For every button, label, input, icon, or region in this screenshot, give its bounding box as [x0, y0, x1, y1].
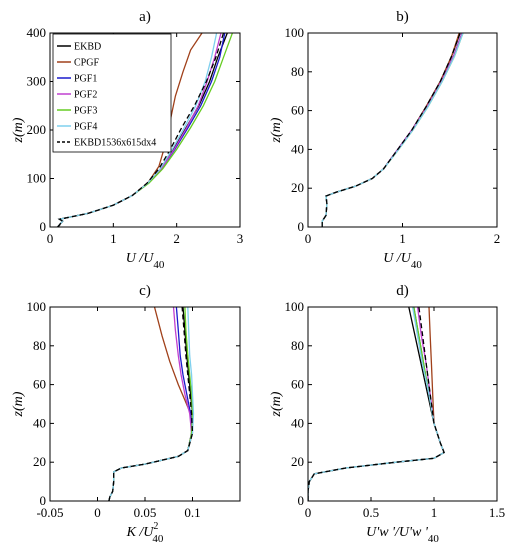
- axes-frame: [49, 306, 241, 502]
- plot-area: [57, 33, 234, 227]
- legend-box: [52, 33, 172, 153]
- series-line-pgf4: [321, 33, 464, 227]
- x-tick-label: 0.1: [184, 505, 200, 520]
- y-axis-label: z(m): [269, 391, 284, 417]
- series-line-pgf4: [108, 307, 195, 501]
- legend-label: PGF2: [74, 90, 97, 101]
- series-line-pgf3: [308, 307, 445, 501]
- panel-label: d): [396, 283, 409, 299]
- series-line-pgf1: [308, 307, 445, 501]
- series-line-ekbd: [108, 307, 194, 501]
- legend-label: EKBD: [74, 42, 101, 53]
- y-tick-label: 100: [27, 171, 47, 186]
- y-tick-label: 40: [33, 415, 46, 430]
- plot-area: [308, 307, 445, 501]
- y-tick-label: 60: [33, 377, 46, 392]
- plot-area: [321, 33, 464, 227]
- panel-label: c): [139, 283, 151, 299]
- y-tick-label: 40: [291, 141, 304, 156]
- legend-label: PGF1: [74, 74, 97, 85]
- x-axis-label: U /U40: [383, 251, 422, 271]
- series-line-ekbd: [321, 33, 461, 227]
- x-tick-label: 0: [305, 505, 312, 520]
- y-tick-label: 80: [291, 64, 304, 79]
- axes-frame: [307, 306, 498, 502]
- x-tick-label: 0.5: [363, 505, 379, 520]
- series-line-pgf1: [108, 307, 193, 501]
- series-line-ekbd1536x615dx4: [321, 33, 461, 227]
- series-line-ekbd1536x615dx4: [308, 307, 445, 501]
- y-tick-label: 60: [291, 103, 304, 118]
- y-tick-label: 100: [27, 299, 47, 314]
- panel-label: a): [139, 9, 151, 25]
- legend-label: PGF3: [74, 106, 97, 117]
- x-tick-label: 2: [173, 231, 180, 246]
- y-axis-label: z(m): [269, 117, 284, 143]
- series-line-ekbd1536x615dx4: [57, 33, 225, 227]
- y-tick-label: 0: [40, 219, 47, 234]
- legend-label: CPGF: [74, 58, 99, 69]
- x-tick-label: 3: [237, 231, 244, 246]
- series-line-pgf1: [321, 33, 463, 227]
- x-tick-label: 0: [47, 231, 54, 246]
- x-tick-label: 2: [494, 231, 501, 246]
- y-tick-label: 100: [285, 299, 305, 314]
- y-tick-label: 0: [298, 219, 305, 234]
- series-line-pgf4: [308, 307, 445, 501]
- y-tick-label: 0: [40, 493, 47, 508]
- y-tick-label: 80: [33, 338, 46, 353]
- x-tick-label: 1.5: [489, 505, 505, 520]
- panel-4: 0 0.5 1 1.5 0 20 40 60 80 100 d) z(m) U'w '/U'w '40: [269, 283, 505, 545]
- series-line-pgf3: [321, 33, 464, 227]
- series-line-pgf2: [308, 307, 445, 501]
- series-line-ekbd: [308, 307, 445, 501]
- series-line-ekbd1536x615dx4: [108, 307, 194, 501]
- x-axis-label: U /U40: [126, 251, 165, 271]
- x-tick-label: 0.05: [134, 505, 157, 520]
- y-tick-label: 0: [298, 493, 305, 508]
- y-axis-label: z(m): [11, 391, 26, 417]
- y-tick-label: 20: [291, 454, 304, 469]
- series-line-cpgf: [108, 307, 194, 501]
- plot-area: [108, 307, 195, 501]
- axes-frame: [307, 32, 498, 228]
- series-line-pgf2: [321, 33, 463, 227]
- legend-label: PGF4: [74, 122, 97, 133]
- series-line-cpgf: [308, 307, 445, 501]
- x-axis-label: U'w '/U'w '40: [366, 525, 439, 545]
- x-tick-label: 1: [399, 231, 406, 246]
- y-tick-label: 300: [27, 74, 47, 89]
- x-tick-label: 1: [110, 231, 117, 246]
- y-tick-label: 100: [285, 25, 305, 40]
- x-axis-label: K /U2 40: [126, 521, 164, 545]
- panel-label: b): [396, 9, 409, 25]
- x-tick-label: -0.05: [36, 505, 63, 520]
- y-tick-label: 400: [27, 25, 47, 40]
- y-tick-label: 40: [291, 415, 304, 430]
- legend-label: EKBD1536x615dx4: [74, 138, 156, 149]
- series-line-cpgf: [321, 33, 460, 227]
- x-tick-label: 0: [305, 231, 312, 246]
- x-tick-label: 1: [431, 505, 438, 520]
- panel-1: 0 1 2 3 0 100 200 300 400 a) z(m) U /U40 EKBD CPGF PGF…: [11, 9, 243, 271]
- y-tick-label: 20: [33, 454, 46, 469]
- y-axis-label: z(m): [11, 117, 26, 143]
- x-tick-label: 0: [94, 505, 101, 520]
- y-tick-label: 60: [291, 377, 304, 392]
- legend: EKBD CPGF PGF1 PGF2 PGF3 PGF4 EKBD1536x615dx4: [52, 33, 172, 153]
- y-tick-label: 20: [291, 180, 304, 195]
- y-tick-label: 200: [27, 122, 47, 137]
- series-line-pgf3: [108, 307, 194, 501]
- y-tick-label: 80: [291, 338, 304, 353]
